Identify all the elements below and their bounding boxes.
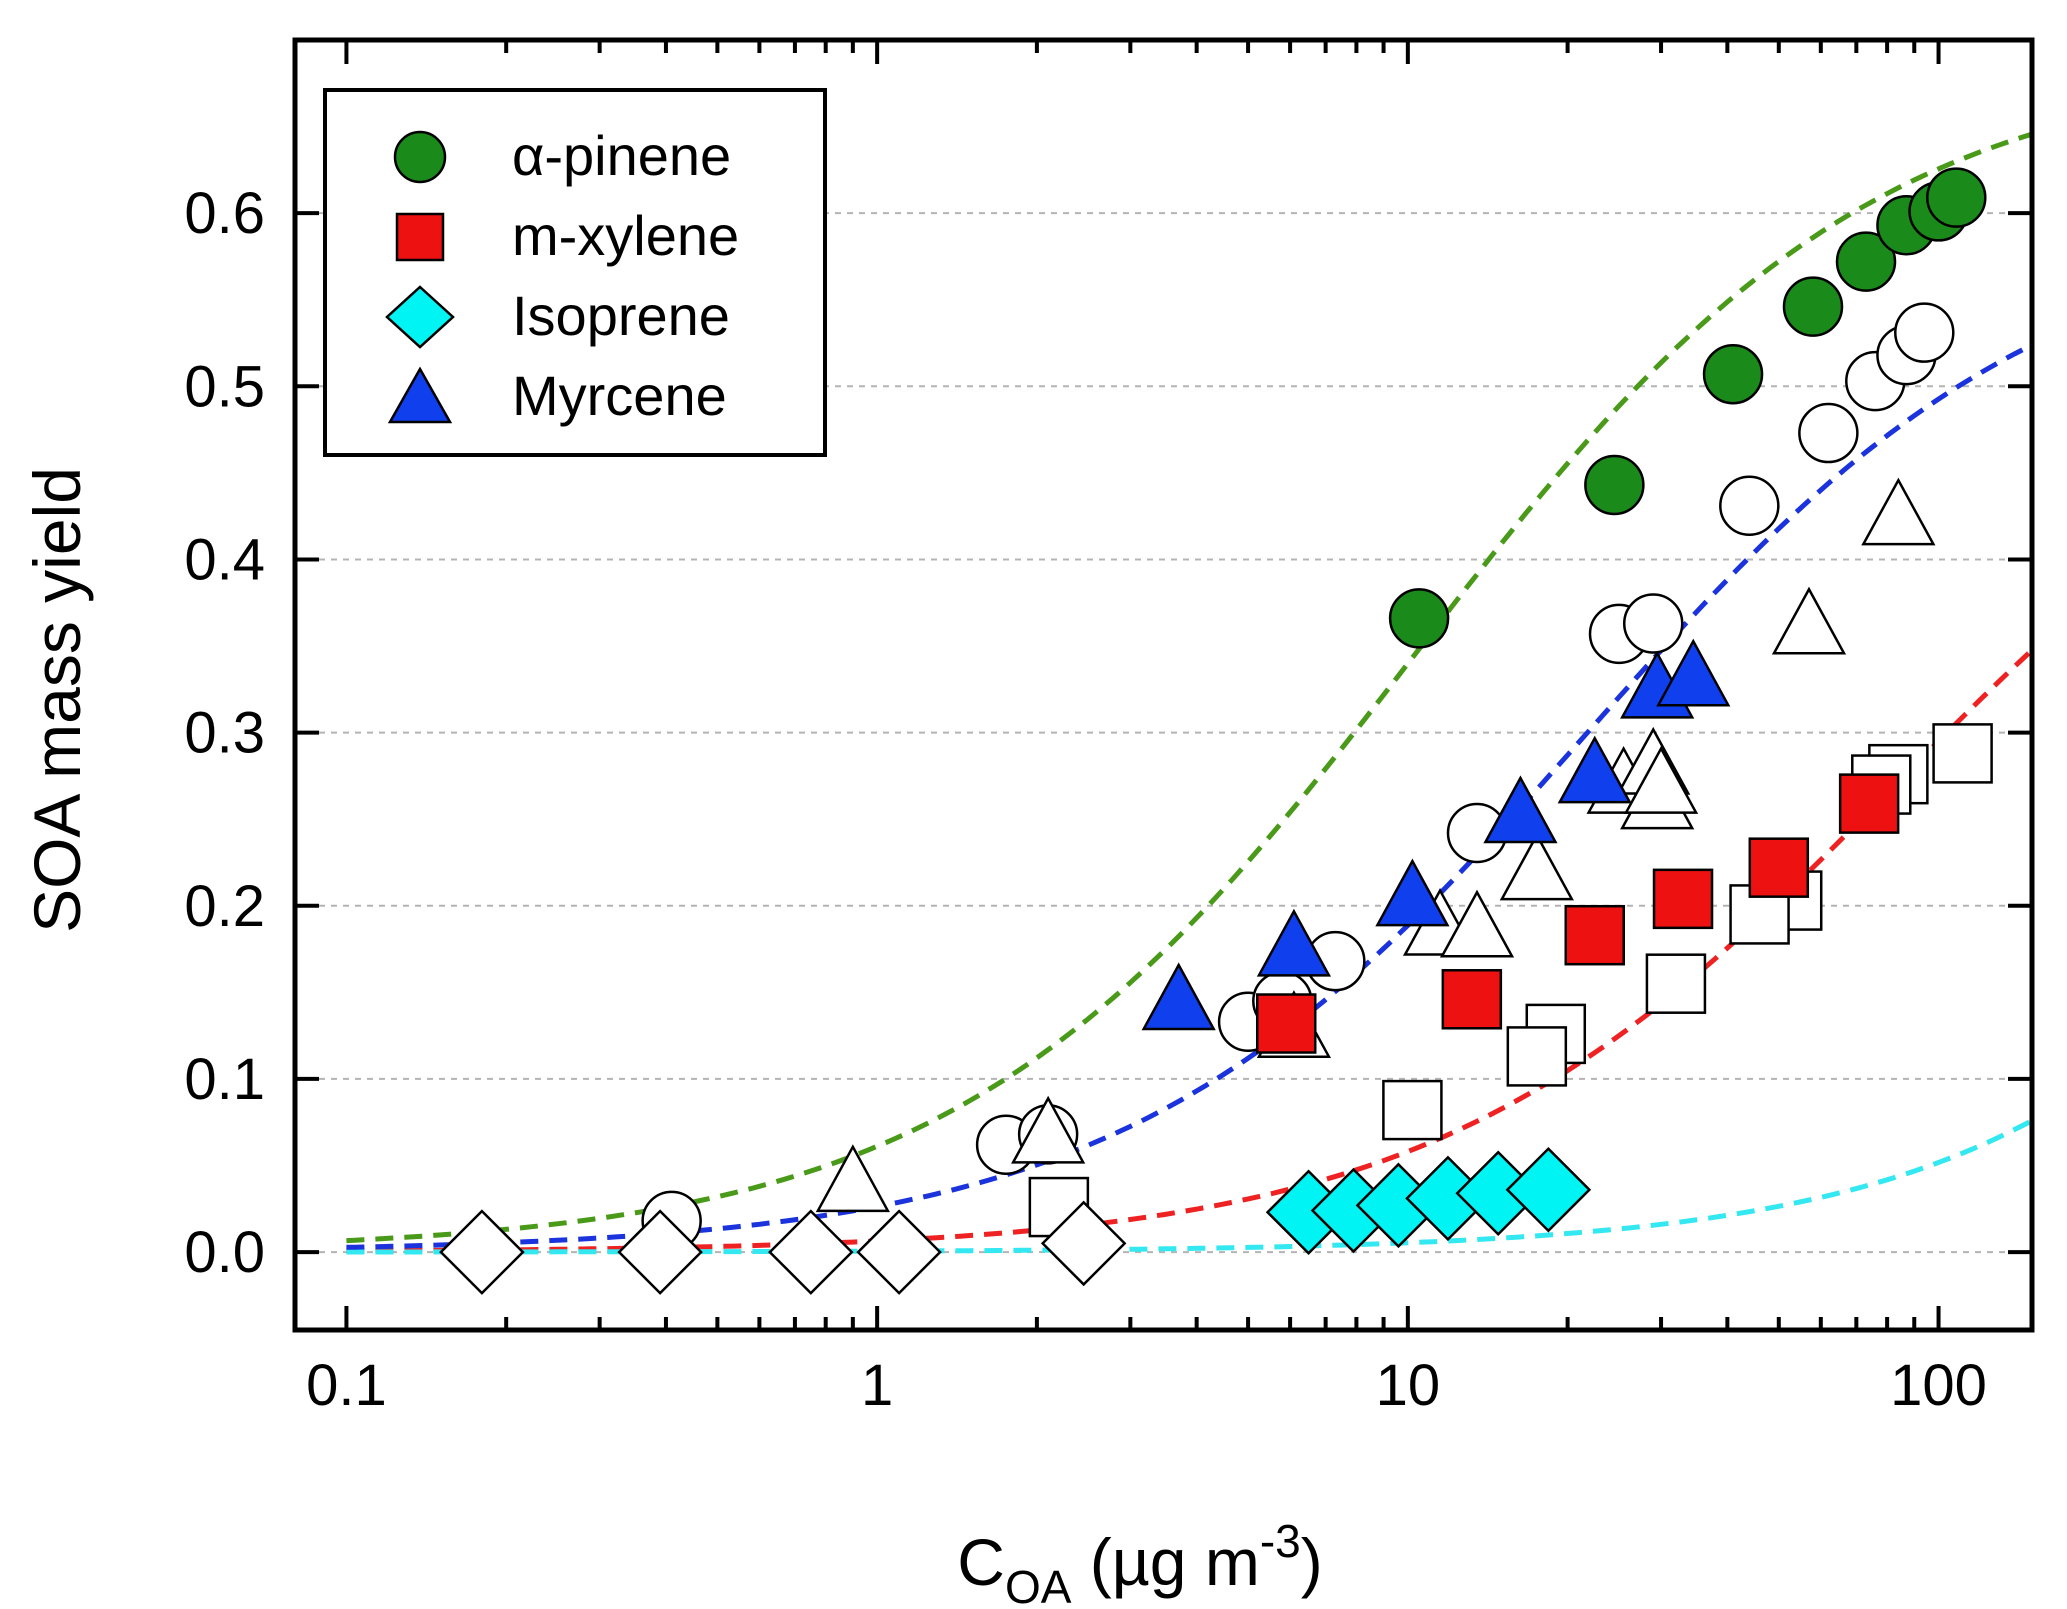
x-tick-label: 100: [1890, 1353, 1987, 1418]
x-axis-title-close: ): [1301, 1525, 1323, 1599]
open-point-triangle: [1861, 477, 1936, 546]
filled-markers: [1141, 167, 1987, 1256]
legend-label-m-xylene: m-xylene: [512, 204, 739, 267]
point-myrcene: [1256, 908, 1332, 977]
y-tick-label: 0.3: [184, 701, 265, 766]
point-m-xylene: [1564, 904, 1625, 966]
x-tick-label: 0.1: [306, 1353, 387, 1418]
legend-label-alpha-pinene: α-pinene: [512, 124, 731, 187]
y-tick-label: 0.2: [184, 874, 265, 939]
legend-marker: [387, 366, 453, 424]
legend-marker: [395, 212, 445, 262]
open-point-triangle: [1623, 745, 1699, 814]
open-point-triangle: [1439, 889, 1515, 958]
legend-marker: [393, 130, 447, 184]
plot-frame: [292, 37, 2035, 1333]
point-pinene: [1926, 167, 1987, 228]
point-isoprene: [1505, 1146, 1592, 1233]
open-point-square: [1932, 723, 1993, 784]
point-myrcene: [1656, 638, 1731, 707]
open-point-circle: [1894, 302, 1955, 363]
axis-ticks: [295, 40, 2032, 1330]
open-point-diamond: [856, 1209, 942, 1295]
x-axis-title-subscript: OA: [1005, 1561, 1072, 1609]
open-point-triangle: [1011, 1095, 1086, 1164]
point-myrcene: [1141, 962, 1216, 1031]
point-myrcene: [1557, 735, 1632, 804]
y-tick-label: 0.4: [184, 527, 265, 592]
tick-labels: 0.0 0.1 0.2 0.3 0.4 0.5 0.6 0.1 1 10 100: [184, 181, 1987, 1418]
y-axis-title: SOA mass yield: [20, 467, 94, 933]
point-pinene: [1835, 231, 1897, 292]
point-m-xylene: [1441, 969, 1503, 1030]
point-pinene: [1702, 343, 1764, 405]
open-point-triangle: [1771, 586, 1847, 655]
y-tick-label: 0.6: [184, 181, 265, 246]
point-pinene: [1388, 588, 1450, 649]
legend-label-myrcene: Myrcene: [512, 364, 727, 427]
point-m-xylene: [1748, 837, 1810, 898]
y-tick-label: 0.1: [184, 1047, 265, 1112]
point-myrcene: [1483, 775, 1558, 844]
open-point-circle: [1719, 475, 1780, 537]
y-tick-label: 0.0: [184, 1220, 265, 1285]
open-point-triangle: [1499, 832, 1574, 901]
open-point-circle: [1622, 593, 1684, 654]
legend-markers: [385, 130, 455, 424]
fit-curve: [346, 131, 2033, 1244]
point-m-xylene: [1255, 993, 1317, 1054]
fit-curve: [346, 1118, 2034, 1255]
legend: α-pinene m-xylene Isoprene Myrcene: [323, 88, 827, 457]
x-tick-label: 10: [1376, 1353, 1441, 1418]
x-axis-title-exponent: -3: [1260, 1515, 1301, 1567]
open-point-square: [1506, 1026, 1568, 1087]
open-point-triangle: [815, 1144, 890, 1213]
point-myrcene: [1375, 858, 1450, 927]
open-point-diamond: [1040, 1200, 1127, 1287]
open-point-diamond: [439, 1209, 525, 1295]
open-point-diamond: [768, 1209, 854, 1295]
x-axis-title-main: C: [957, 1525, 1005, 1599]
open-point-square: [1382, 1079, 1443, 1141]
x-axis-title-unit: (µg m: [1071, 1525, 1259, 1599]
point-m-xylene: [1838, 773, 1900, 834]
x-axis-title: COA (µg m-3): [957, 1515, 1322, 1609]
legend-marker: [385, 285, 455, 349]
point-pinene: [1584, 454, 1645, 516]
x-tick-label: 1: [861, 1353, 893, 1418]
open-point-square: [1645, 953, 1707, 1014]
point-pinene: [1782, 276, 1844, 337]
y-tick-label: 0.5: [184, 354, 265, 419]
legend-label-isoprene: Isoprene: [512, 284, 730, 347]
open-point-circle: [1798, 402, 1859, 464]
open-point-diamond: [617, 1209, 703, 1295]
point-m-xylene: [1652, 868, 1714, 930]
